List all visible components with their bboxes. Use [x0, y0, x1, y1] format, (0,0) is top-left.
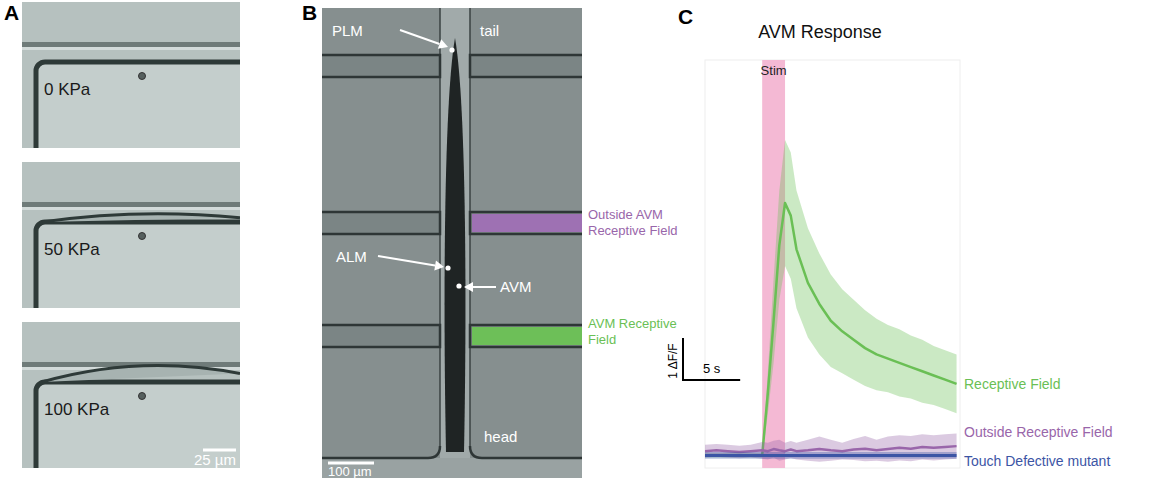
channel-edge [22, 207, 240, 210]
series-line [705, 446, 957, 452]
chart-title: AVM Response [758, 22, 882, 42]
channel-edge [22, 47, 240, 50]
bead [139, 233, 146, 240]
neuron [449, 47, 454, 52]
series-line [705, 454, 957, 457]
membrane [42, 366, 240, 382]
arrow [464, 282, 496, 292]
scale-bar-x [682, 379, 740, 381]
micrograph [22, 162, 240, 308]
chamber [36, 382, 240, 468]
channel [440, 8, 470, 460]
plot-area [705, 60, 957, 468]
bead [139, 73, 146, 80]
neuron-label: AVM [500, 278, 531, 295]
orientation-label: tail [480, 22, 499, 39]
field-label: Outside AVMReceptive Field [588, 207, 678, 238]
neuron [456, 283, 461, 288]
arrow-shaft [400, 30, 440, 44]
side-channel [470, 325, 582, 347]
side-channel [322, 325, 440, 347]
image-bg [322, 8, 582, 478]
error-band [705, 452, 957, 459]
label-line: AVM Receptive [588, 316, 677, 331]
neuron-label: PLM [332, 22, 363, 39]
pressure-label: 50 KPa [44, 240, 100, 259]
bead [139, 393, 146, 400]
arrow [400, 30, 448, 49]
side-channel [322, 55, 440, 77]
panel-letter: C [678, 5, 693, 28]
worm [445, 38, 466, 452]
arrow-shaft [473, 286, 496, 288]
arrow-head [434, 261, 444, 271]
label-line: Outside AVM [588, 207, 663, 222]
stim-label: Stim [761, 63, 787, 78]
field-label: AVM ReceptiveField [588, 316, 677, 347]
field-overlay [472, 327, 582, 345]
membrane [42, 214, 240, 222]
scale-bar-y [682, 338, 684, 380]
panel-letter: B [302, 1, 317, 24]
micrograph [22, 2, 240, 148]
error-band [705, 434, 957, 462]
arrow-shaft [378, 256, 435, 266]
chamber [36, 62, 240, 148]
pressure-label: 0 KPa [44, 80, 91, 99]
error-band [705, 140, 957, 458]
series-line [705, 203, 957, 455]
orientation-label: head [484, 428, 517, 445]
pressure-label: 100 KPa [44, 400, 110, 419]
chamber [322, 458, 582, 478]
neuron-label: ALM [336, 248, 367, 265]
arrow [378, 256, 444, 270]
scale-label: 5 s [703, 361, 721, 376]
scale-label: 100 µm [328, 464, 372, 479]
label-line: Receptive Field [588, 223, 678, 238]
arrow-head [464, 282, 473, 292]
series-label: Receptive Field [964, 376, 1061, 392]
field-overlay [472, 214, 582, 232]
neuron [445, 265, 450, 270]
side-channel [470, 55, 582, 77]
channel-edge [22, 42, 240, 47]
channel-edge [22, 202, 240, 207]
figure: A B C 0 KPa 50 KPa 100 KPa 25 µm PLM tail ALM AVM h… [0, 0, 1161, 484]
plot-frame [705, 60, 960, 468]
arrow-head [438, 39, 448, 48]
series-label: Touch Defective mutant [964, 453, 1110, 469]
micrograph [22, 322, 240, 468]
series-label: Outside Receptive Field [964, 424, 1113, 440]
scale-label: 1 ΔF/F [666, 343, 680, 378]
scale-label: 25 µm [194, 451, 236, 468]
device-image [322, 8, 582, 478]
side-channel [322, 212, 440, 234]
label-line: Field [588, 332, 616, 347]
side-channel [470, 212, 582, 234]
panel-letter: A [4, 1, 19, 24]
chamber [36, 222, 240, 308]
